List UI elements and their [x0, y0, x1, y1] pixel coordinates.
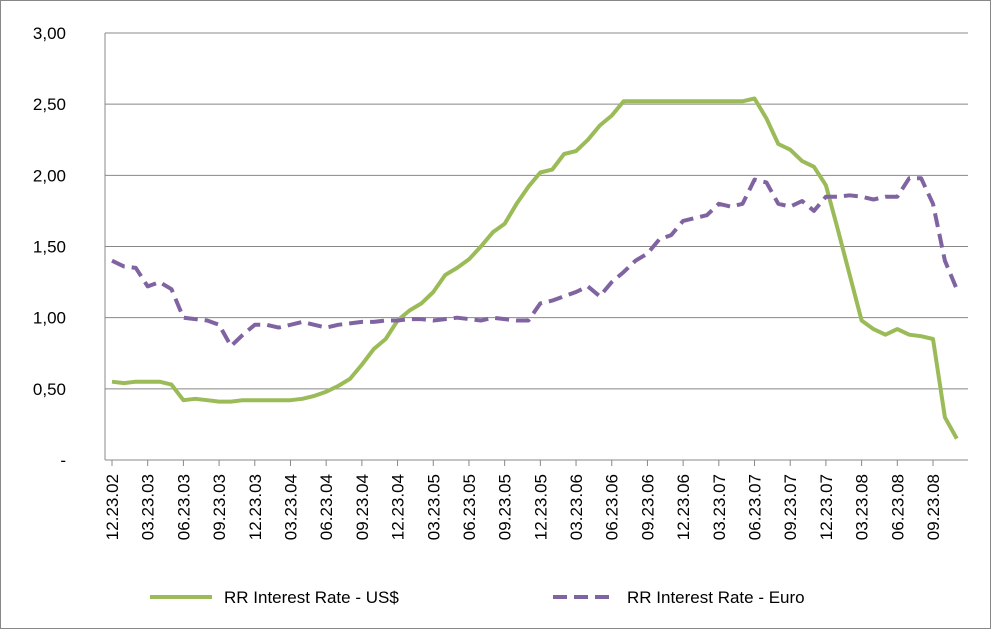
x-tick-label: 12.23.05 [531, 474, 550, 540]
x-tick-label: 06.23.06 [603, 474, 622, 540]
y-tick-label: 1,50 [33, 238, 66, 257]
x-tick-label: 03.23.05 [424, 474, 443, 540]
x-tick-label: 09.23.04 [353, 474, 372, 540]
y-tick-label: - [60, 451, 66, 470]
x-tick-label: 06.23.05 [460, 474, 479, 540]
x-tick-label: 09.23.05 [496, 474, 515, 540]
legend-label: RR Interest Rate - Euro [627, 588, 805, 607]
x-tick-label: 03.23.07 [710, 474, 729, 540]
x-tick-label: 09.23.08 [924, 474, 943, 540]
x-tick-label: 09.23.03 [210, 474, 229, 540]
x-tick-label: 06.23.07 [746, 474, 765, 540]
x-tick-label: 06.23.04 [317, 474, 336, 540]
x-tick-label: 12.23.03 [246, 474, 265, 540]
legend-label: RR Interest Rate - US$ [224, 588, 399, 607]
x-tick-label: 12.23.04 [389, 474, 408, 540]
x-tick-label: 12.23.02 [103, 474, 122, 540]
series-line [111, 96, 959, 440]
y-tick-label: 3,00 [33, 24, 66, 43]
y-tick-label: 2,00 [33, 166, 66, 185]
series-line [111, 176, 959, 349]
y-tick-label: 1,00 [33, 309, 66, 328]
x-tick-label: 06.23.03 [174, 474, 193, 540]
x-tick-label: 03.23.04 [281, 474, 300, 540]
x-tick-label: 12.23.07 [817, 474, 836, 540]
y-tick-label: 2,50 [33, 95, 66, 114]
x-tick-label: 09.23.07 [781, 474, 800, 540]
x-tick-label: 03.23.08 [853, 474, 872, 540]
x-tick-label: 12.23.06 [674, 474, 693, 540]
y-tick-label: 0,50 [33, 380, 66, 399]
x-tick-label: 06.23.08 [888, 474, 907, 540]
x-tick-label: 03.23.03 [139, 474, 158, 540]
x-tick-label: 09.23.06 [638, 474, 657, 540]
x-tick-label: 03.23.06 [567, 474, 586, 540]
